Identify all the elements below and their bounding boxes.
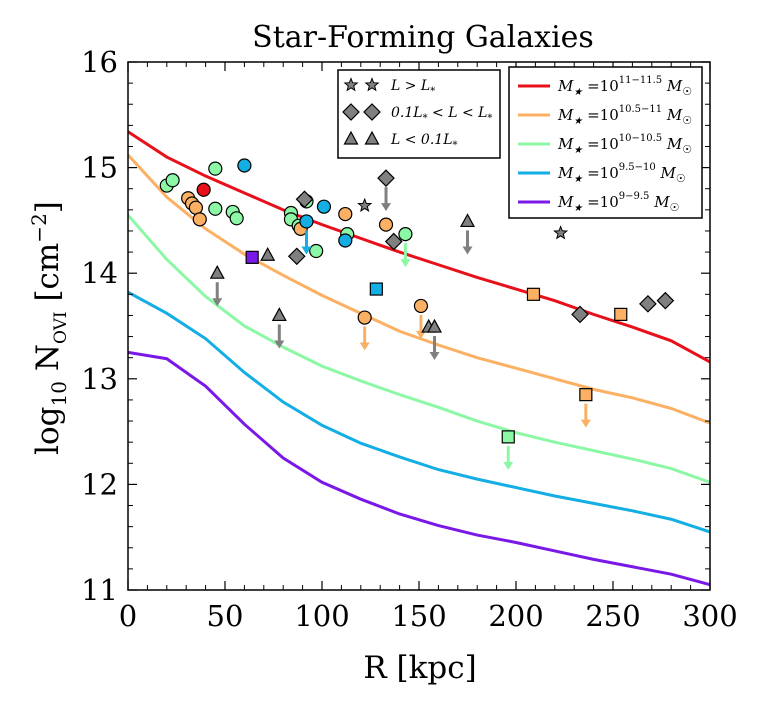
data-point-square bbox=[614, 307, 628, 321]
data-point-triangle bbox=[209, 264, 225, 279]
model-line-5 bbox=[128, 350, 710, 587]
limit-arrow-head-36 bbox=[381, 203, 392, 212]
limit-arrow-head-46 bbox=[429, 352, 440, 361]
x-tick-label: 150 bbox=[391, 599, 446, 633]
data-point-triangle bbox=[427, 318, 443, 333]
data-point-triangle bbox=[271, 307, 287, 322]
limit-arrow-head-31 bbox=[580, 419, 591, 428]
data-point-circle bbox=[237, 158, 252, 173]
limit-arrow-head-47 bbox=[462, 246, 473, 255]
x-tick-label: 250 bbox=[585, 599, 640, 633]
data-point-square bbox=[526, 287, 541, 301]
y-axis-label-text: log10 NOVI [cm−2] bbox=[27, 201, 71, 455]
mass-legend: M★ =1011−11.5 M☉ M★ =1010.5−11 M☉ M★ =1010… bbox=[508, 66, 703, 219]
legend-symbol-star bbox=[343, 77, 359, 92]
legend-mass-label: M★ =1011−11.5 M☉ bbox=[557, 75, 692, 98]
data-point-circle bbox=[196, 182, 211, 197]
legend-mass-label: M★ =1010.5−11 M☉ bbox=[557, 104, 692, 127]
data-point-diamond bbox=[295, 190, 314, 209]
x-tick-label: 200 bbox=[488, 599, 543, 633]
data-point-circle bbox=[309, 243, 324, 259]
legend-symbol-star bbox=[364, 77, 380, 92]
legend-symbol-triangle bbox=[343, 130, 359, 145]
x-tick-label: 0 bbox=[119, 599, 137, 633]
legend-mass-label: M★ =109−9.5 M☉ bbox=[557, 191, 679, 214]
data-point-star bbox=[357, 197, 373, 213]
limit-arrow-head-32 bbox=[503, 461, 514, 470]
y-tick-label: 13 bbox=[81, 362, 118, 396]
y-tick-label: 16 bbox=[81, 45, 118, 79]
legend-symbol-label: L > L* bbox=[390, 78, 435, 97]
data-point-star bbox=[553, 225, 569, 240]
limit-arrow-head-25 bbox=[359, 342, 370, 351]
y-tick-label: 12 bbox=[81, 467, 118, 501]
model-line-4 bbox=[128, 290, 710, 534]
data-point-triangle bbox=[459, 213, 476, 228]
data-point-diamond bbox=[656, 291, 675, 310]
y-axis-label: log10 NOVI [cm−2] bbox=[27, 201, 71, 455]
data-point-circle bbox=[299, 214, 314, 229]
limit-arrow-head-24 bbox=[301, 246, 312, 255]
model-line-3 bbox=[128, 214, 710, 484]
data-point-circle bbox=[378, 217, 394, 232]
legend-mass-label: M★ =109.5−10 M☉ bbox=[557, 162, 686, 185]
data-point-circle bbox=[398, 227, 413, 242]
data-point-square bbox=[369, 282, 383, 296]
y-tick-label: 14 bbox=[81, 256, 118, 290]
data-point-circle bbox=[165, 173, 180, 188]
limit-arrow-head-23 bbox=[400, 259, 411, 268]
data-point-square bbox=[501, 430, 515, 444]
y-tick-label: 15 bbox=[81, 151, 118, 185]
data-point-circle bbox=[208, 161, 223, 176]
legend-mass-label: M★ =1010−10.5 M☉ bbox=[557, 133, 692, 156]
data-point-diamond bbox=[287, 247, 306, 266]
model-line-2 bbox=[128, 153, 710, 425]
data-point-circle bbox=[357, 310, 372, 325]
legend-symbol-triangle bbox=[364, 130, 380, 145]
data-point-circle bbox=[413, 298, 429, 314]
data-point-circle bbox=[338, 206, 353, 222]
legend-symbol-diamond bbox=[363, 103, 381, 121]
data-point-square bbox=[245, 250, 259, 264]
data-point-circle bbox=[338, 233, 353, 248]
legend-symbol-label: L < 0.1L* bbox=[390, 132, 458, 151]
data-point-square bbox=[579, 388, 593, 402]
limit-arrow-head-26 bbox=[415, 330, 426, 339]
data-point-diamond bbox=[639, 294, 657, 313]
data-point-diamond bbox=[384, 232, 403, 251]
data-point-diamond bbox=[377, 169, 395, 188]
model-lines bbox=[128, 130, 710, 587]
legend-symbol-diamond bbox=[342, 103, 360, 121]
x-axis-label: R [kpc] bbox=[363, 650, 476, 686]
y-tick-label: 11 bbox=[81, 573, 118, 607]
data-point-circle bbox=[192, 212, 207, 227]
data-point-diamond bbox=[571, 305, 589, 324]
symbol-legend-box bbox=[337, 69, 501, 159]
chart-title: Star-Forming Galaxies bbox=[252, 20, 594, 55]
limit-arrow-head-43 bbox=[212, 298, 223, 307]
limit-arrow-head-44 bbox=[274, 340, 285, 349]
x-tick-label: 100 bbox=[294, 599, 349, 633]
data-point-circle bbox=[229, 211, 244, 226]
data-point-circle bbox=[208, 201, 223, 216]
legend-symbol-label: 0.1L* < L < L* bbox=[391, 105, 492, 124]
symbol-legend: L > L* 0.1L* < L < L* L < 0.1L* bbox=[337, 69, 501, 159]
data-point-triangle bbox=[260, 246, 276, 261]
ticks: 0 50 100 150 200 250 300 11 12 13 14 15 16 bbox=[81, 45, 738, 633]
x-tick-label: 300 bbox=[682, 599, 737, 633]
x-tick-label: 50 bbox=[207, 599, 244, 633]
data-point-circle bbox=[316, 199, 332, 214]
data-points bbox=[159, 158, 675, 470]
model-line-1 bbox=[128, 130, 710, 364]
plot-area: 0 50 100 150 200 250 300 11 12 13 14 15 16 L > L* 0.1L… bbox=[81, 45, 738, 633]
